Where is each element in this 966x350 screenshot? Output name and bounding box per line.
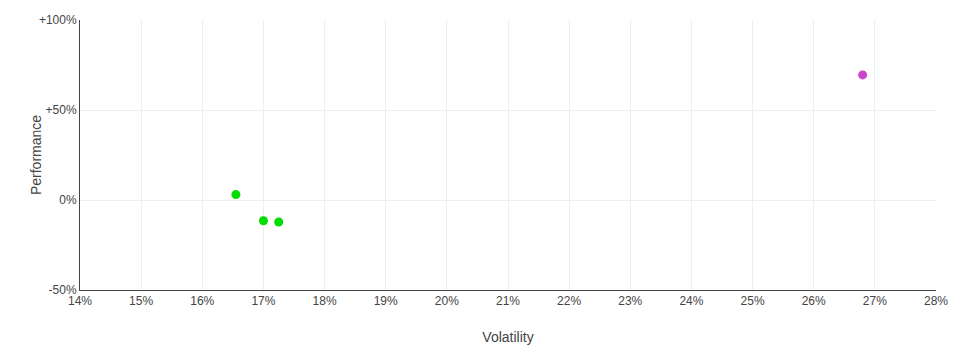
svg-text:16%: 16% xyxy=(190,294,214,308)
svg-text:15%: 15% xyxy=(129,294,153,308)
svg-text:14%: 14% xyxy=(68,294,92,308)
svg-text:0%: 0% xyxy=(59,193,77,207)
svg-text:20%: 20% xyxy=(435,294,459,308)
svg-text:+50%: +50% xyxy=(46,103,77,117)
svg-text:19%: 19% xyxy=(374,294,398,308)
svg-text:24%: 24% xyxy=(679,294,703,308)
svg-text:+100%: +100% xyxy=(39,13,77,27)
svg-text:26%: 26% xyxy=(802,294,826,308)
svg-text:23%: 23% xyxy=(618,294,642,308)
svg-text:27%: 27% xyxy=(863,294,887,308)
svg-text:28%: 28% xyxy=(924,294,948,308)
svg-text:22%: 22% xyxy=(557,294,581,308)
svg-text:-50%: -50% xyxy=(49,283,77,297)
svg-text:Performance: Performance xyxy=(28,115,44,195)
svg-text:21%: 21% xyxy=(496,294,520,308)
svg-text:18%: 18% xyxy=(313,294,337,308)
svg-text:25%: 25% xyxy=(741,294,765,308)
svg-text:Volatility: Volatility xyxy=(482,329,533,345)
svg-text:17%: 17% xyxy=(251,294,275,308)
